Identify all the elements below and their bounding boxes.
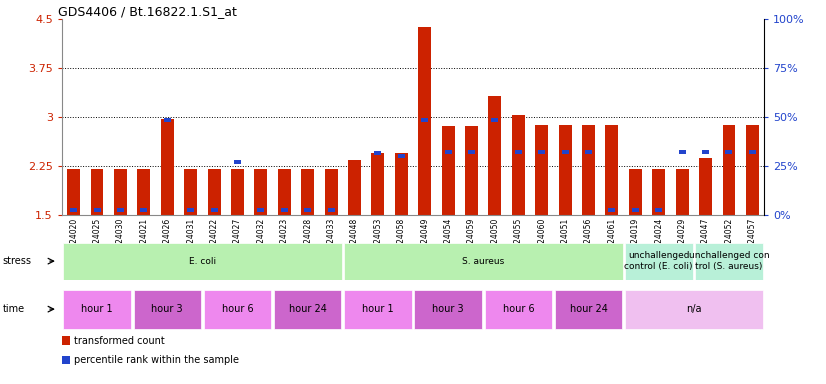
Text: n/a: n/a	[686, 304, 701, 314]
Bar	[62, 336, 69, 345]
Bar	[301, 169, 314, 215]
Text: hour 6: hour 6	[221, 304, 254, 314]
Bar	[418, 27, 431, 215]
Bar	[555, 290, 622, 329]
Bar	[624, 243, 693, 280]
Bar	[725, 151, 733, 154]
Bar	[374, 151, 382, 155]
Bar	[134, 290, 201, 329]
Bar	[325, 169, 338, 215]
Text: GDS4406 / Bt.16822.1.S1_at: GDS4406 / Bt.16822.1.S1_at	[59, 5, 237, 18]
Bar	[91, 169, 103, 215]
Text: unchallenged
control (E. coli): unchallenged control (E. coli)	[624, 252, 693, 271]
Bar	[605, 125, 619, 215]
Bar	[161, 119, 173, 215]
Bar	[278, 169, 291, 215]
Bar	[465, 126, 478, 215]
Bar	[93, 208, 101, 212]
Text: hour 3: hour 3	[432, 304, 464, 314]
Text: unchallenged con
trol (S. aureus): unchallenged con trol (S. aureus)	[689, 252, 769, 271]
Text: hour 1: hour 1	[81, 304, 113, 314]
Bar	[67, 169, 80, 215]
Bar	[468, 151, 475, 154]
Bar	[64, 290, 131, 329]
Bar	[372, 153, 384, 215]
Bar	[562, 151, 568, 154]
Bar	[515, 151, 522, 154]
Bar	[535, 125, 548, 215]
Bar	[512, 115, 525, 215]
Bar	[442, 126, 454, 215]
Bar	[207, 169, 221, 215]
Text: hour 1: hour 1	[362, 304, 394, 314]
Bar	[609, 208, 615, 212]
Text: hour 24: hour 24	[570, 304, 607, 314]
Bar	[488, 96, 501, 215]
Text: hour 3: hour 3	[151, 304, 183, 314]
Bar	[344, 290, 411, 329]
Bar	[749, 151, 756, 154]
Text: S. aureus: S. aureus	[462, 257, 505, 266]
Bar	[231, 169, 244, 215]
Bar	[137, 169, 150, 215]
Bar	[70, 208, 77, 212]
Text: hour 6: hour 6	[502, 304, 534, 314]
Bar	[117, 208, 124, 212]
Bar	[258, 208, 264, 212]
Bar	[582, 125, 595, 215]
Bar	[421, 118, 428, 122]
Bar	[184, 169, 197, 215]
Bar	[398, 154, 405, 157]
Bar	[211, 208, 217, 212]
Bar	[558, 125, 572, 215]
Bar	[63, 243, 342, 280]
Bar	[632, 208, 638, 212]
Bar	[702, 151, 709, 154]
Text: percentile rank within the sample: percentile rank within the sample	[74, 355, 239, 365]
Bar	[585, 151, 592, 154]
Bar	[348, 160, 361, 215]
Bar	[415, 290, 482, 329]
Bar	[676, 169, 689, 215]
Bar	[62, 356, 69, 364]
Bar	[485, 290, 552, 329]
Bar	[695, 243, 763, 280]
Bar	[328, 208, 335, 212]
Bar	[395, 153, 408, 215]
Bar	[655, 208, 662, 212]
Bar	[304, 208, 311, 212]
Text: E. coli: E. coli	[189, 257, 216, 266]
Bar	[164, 118, 171, 122]
Bar	[629, 169, 642, 215]
Text: hour 24: hour 24	[289, 304, 326, 314]
Bar	[140, 208, 147, 212]
Bar	[491, 118, 498, 122]
Bar	[723, 125, 735, 215]
Bar	[188, 208, 194, 212]
Bar	[653, 169, 665, 215]
Text: time: time	[2, 304, 25, 314]
Bar	[254, 169, 268, 215]
Bar	[539, 151, 545, 154]
Bar	[679, 151, 686, 154]
Bar	[204, 290, 271, 329]
Text: stress: stress	[2, 256, 31, 266]
Bar	[234, 160, 241, 164]
Bar	[746, 125, 759, 215]
Bar	[274, 290, 341, 329]
Bar	[699, 157, 712, 215]
Bar	[344, 243, 623, 280]
Bar	[114, 169, 127, 215]
Bar	[625, 290, 762, 329]
Bar	[281, 208, 287, 212]
Text: transformed count: transformed count	[74, 336, 164, 346]
Bar	[444, 151, 452, 154]
